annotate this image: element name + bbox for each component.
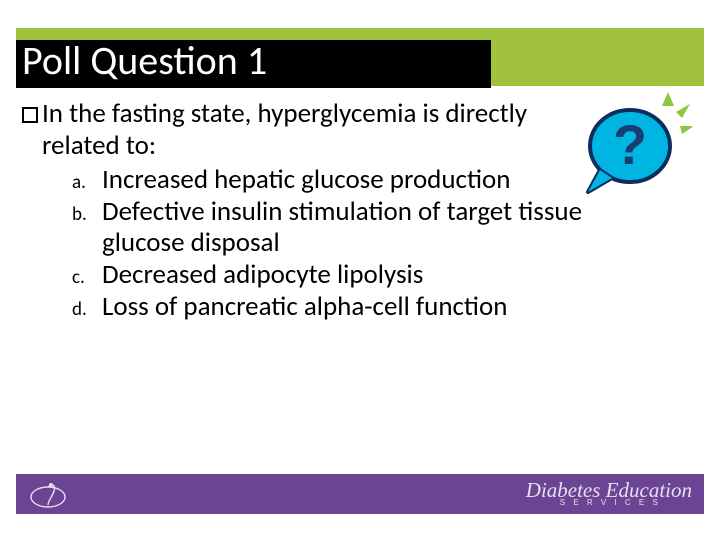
option-letter: a. [72, 164, 102, 194]
options-list: a. Increased hepatic glucose production … [22, 164, 600, 323]
option-text: Loss of pancreatic alpha-cell function [102, 291, 600, 323]
question-stem: In the fasting state, hyperglycemia is d… [22, 98, 600, 162]
option-c: c. Decreased adipocyte lipolysis [72, 259, 600, 291]
option-letter: b. [72, 196, 102, 226]
stem-text: In the fasting state, hyperglycemia is d… [42, 98, 600, 162]
option-a: a. Increased hepatic glucose production [72, 164, 600, 196]
footer-brand: Diabetes Education S E R V I C E S [526, 482, 692, 506]
footer-left-logo-icon [28, 479, 72, 509]
option-letter: c. [72, 259, 102, 289]
option-text: Defective insulin stimulation of target … [102, 196, 600, 260]
content-area: In the fasting state, hyperglycemia is d… [22, 98, 600, 323]
option-letter: d. [72, 291, 102, 321]
option-b: b. Defective insulin stimulation of targ… [72, 196, 600, 260]
svg-text:?: ? [613, 113, 647, 176]
option-text: Decreased adipocyte lipolysis [102, 259, 600, 291]
option-text: Increased hepatic glucose production [102, 164, 600, 196]
option-d: d. Loss of pancreatic alpha-cell functio… [72, 291, 600, 323]
checkbox-icon [22, 107, 38, 123]
slide-title: Poll Question 1 [22, 36, 267, 85]
footer-band: Diabetes Education S E R V I C E S [16, 474, 704, 514]
question-mark-icon: ? [582, 92, 692, 204]
